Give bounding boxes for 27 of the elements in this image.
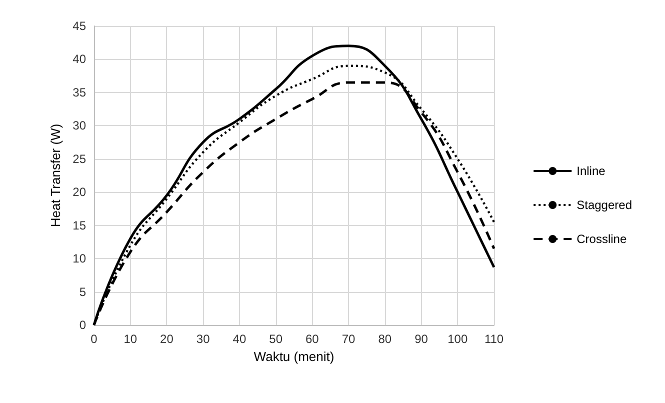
x-tick-label: 0	[90, 332, 98, 346]
x-tick-label: 90	[414, 332, 428, 346]
x-axis-title: Waktu (menit)	[254, 349, 334, 364]
x-tick-label: 60	[306, 332, 320, 346]
y-tick-label: 20	[72, 185, 86, 200]
x-tick-label: 110	[484, 332, 504, 346]
x-tick-label: 30	[196, 332, 210, 346]
y-tick-label: 40	[72, 52, 86, 66]
legend-label: Crossline	[576, 232, 627, 246]
y-tick-label: 10	[72, 252, 86, 266]
x-tick-label: 50	[269, 332, 283, 346]
y-tick-label: 15	[72, 218, 86, 232]
y-tick-label: 30	[72, 118, 86, 133]
x-tick-label: 40	[232, 332, 246, 346]
x-tick-label: 20	[160, 332, 174, 346]
x-tick-label: 80	[378, 332, 392, 346]
y-tick-label: 0	[79, 318, 86, 332]
y-axis-title: Heat Transfer (W)	[48, 124, 63, 228]
x-tick-label: 10	[124, 332, 138, 346]
legend-label: Inline	[576, 164, 606, 178]
x-tick-label: 100	[448, 332, 468, 346]
x-tick-label: 70	[342, 332, 356, 346]
y-tick-label: 35	[72, 85, 86, 100]
legend-label: Staggered	[576, 198, 632, 212]
y-tick-label: 45	[72, 19, 86, 33]
y-tick-label: 5	[79, 284, 86, 299]
y-tick-label: 25	[72, 152, 86, 166]
